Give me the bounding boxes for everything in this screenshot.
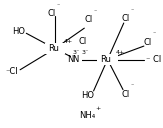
Text: +: + xyxy=(95,106,100,111)
FancyBboxPatch shape xyxy=(97,54,118,65)
Text: Cl: Cl xyxy=(121,14,129,23)
Text: ⁻: ⁻ xyxy=(130,9,133,14)
Text: HO: HO xyxy=(81,91,94,100)
Text: Cl: Cl xyxy=(144,38,152,47)
Text: 3⁻: 3⁻ xyxy=(82,50,89,55)
Text: ⁻ Cl: ⁻ Cl xyxy=(146,55,161,64)
Text: 4+: 4+ xyxy=(63,39,73,44)
Text: N: N xyxy=(67,55,74,64)
Text: Ru: Ru xyxy=(48,44,59,53)
Text: NH₄: NH₄ xyxy=(79,111,96,120)
Text: ⁻: ⁻ xyxy=(153,33,156,38)
Text: Cl: Cl xyxy=(85,15,93,24)
Text: HO: HO xyxy=(12,27,25,36)
FancyBboxPatch shape xyxy=(45,43,65,54)
Text: Ru: Ru xyxy=(101,55,111,64)
Text: Cl: Cl xyxy=(79,37,87,46)
Text: 3⁻: 3⁻ xyxy=(73,50,80,55)
Text: N: N xyxy=(72,55,79,64)
Text: ⁻: ⁻ xyxy=(130,84,133,90)
Text: ⁻Cl: ⁻Cl xyxy=(5,67,18,76)
Text: Cl: Cl xyxy=(121,90,129,99)
Text: ⁻: ⁻ xyxy=(94,10,97,15)
Text: 4+: 4+ xyxy=(116,50,125,55)
FancyBboxPatch shape xyxy=(71,54,82,65)
Text: ⁻: ⁻ xyxy=(57,4,60,9)
Text: Cl: Cl xyxy=(48,9,56,18)
